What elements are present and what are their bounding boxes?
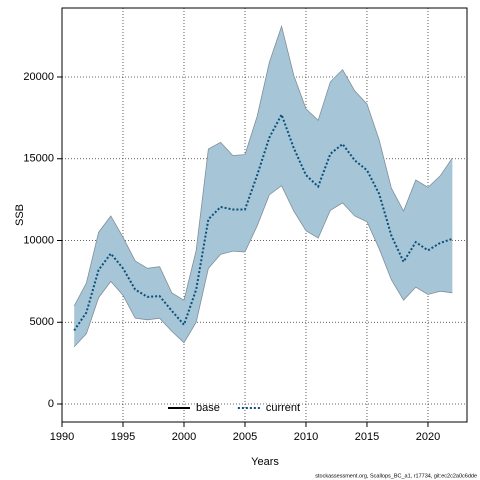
- legend-label: current: [266, 402, 300, 414]
- x-tick-label: 2000: [172, 431, 196, 443]
- y-tick-label: 5000: [30, 316, 54, 328]
- x-tick-label: 2015: [355, 431, 379, 443]
- x-tick-label: 2005: [233, 431, 257, 443]
- y-tick-label: 0: [48, 398, 54, 410]
- x-axis-label: Years: [251, 456, 279, 468]
- y-tick-label: 10000: [23, 234, 54, 246]
- plot-frame: [61, 7, 468, 423]
- band-edge: [73, 24, 453, 307]
- y-tick-label: 20000: [23, 71, 54, 83]
- band-edge: [73, 185, 453, 348]
- footer: stockassessment.org, Scallops_BC_a1, r17…: [315, 473, 477, 479]
- y-tick-label: 15000: [23, 153, 54, 165]
- y-axis-label: SSB: [14, 204, 26, 226]
- data-line: [73, 112, 453, 331]
- x-tick-label: 1995: [111, 431, 135, 443]
- confidence-band: [74, 26, 453, 347]
- x-tick-label: 2010: [294, 431, 318, 443]
- x-tick-label: 2020: [416, 431, 440, 443]
- x-tick-label: 1990: [50, 431, 74, 443]
- legend-label: base: [196, 402, 220, 414]
